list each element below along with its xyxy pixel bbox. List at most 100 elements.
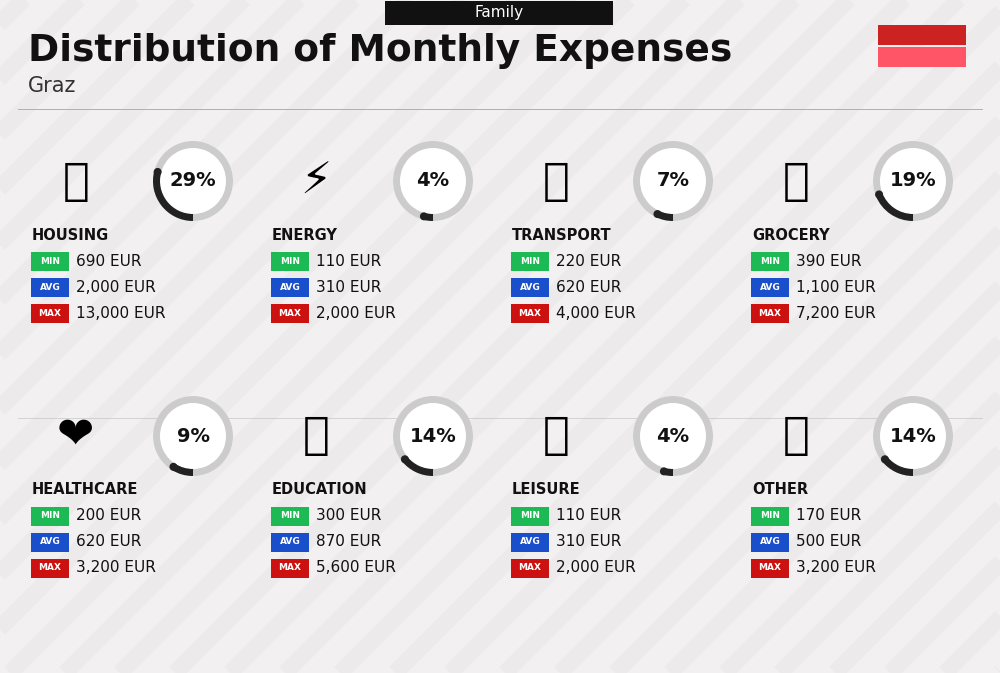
Wedge shape bbox=[873, 141, 953, 221]
Text: 200 EUR: 200 EUR bbox=[76, 509, 141, 524]
Text: OTHER: OTHER bbox=[752, 483, 808, 497]
Text: 🎓: 🎓 bbox=[303, 415, 329, 458]
Text: 2,000 EUR: 2,000 EUR bbox=[316, 306, 396, 320]
Text: ⚡: ⚡ bbox=[300, 160, 332, 203]
Text: MAX: MAX bbox=[518, 563, 542, 573]
Text: 14%: 14% bbox=[410, 427, 456, 446]
Wedge shape bbox=[633, 396, 713, 476]
FancyBboxPatch shape bbox=[271, 507, 309, 526]
Text: 🛍️: 🛍️ bbox=[543, 415, 569, 458]
Circle shape bbox=[873, 141, 953, 221]
Text: MAX: MAX bbox=[278, 308, 302, 318]
Text: Graz: Graz bbox=[28, 76, 76, 96]
Text: 1,100 EUR: 1,100 EUR bbox=[796, 279, 876, 295]
Text: 620 EUR: 620 EUR bbox=[76, 534, 141, 549]
Wedge shape bbox=[876, 193, 913, 221]
Wedge shape bbox=[393, 141, 473, 221]
Text: MAX: MAX bbox=[38, 308, 62, 318]
FancyBboxPatch shape bbox=[31, 507, 69, 526]
Text: 500 EUR: 500 EUR bbox=[796, 534, 861, 549]
Text: MAX: MAX bbox=[278, 563, 302, 573]
FancyBboxPatch shape bbox=[511, 277, 549, 297]
Circle shape bbox=[154, 168, 162, 176]
Text: 9%: 9% bbox=[176, 427, 210, 446]
FancyBboxPatch shape bbox=[751, 252, 789, 271]
Circle shape bbox=[153, 141, 233, 221]
FancyBboxPatch shape bbox=[31, 532, 69, 551]
Text: 110 EUR: 110 EUR bbox=[556, 509, 621, 524]
Text: Family: Family bbox=[474, 5, 524, 20]
Text: HEALTHCARE: HEALTHCARE bbox=[32, 483, 138, 497]
Text: 220 EUR: 220 EUR bbox=[556, 254, 621, 269]
Wedge shape bbox=[153, 171, 193, 221]
Text: 300 EUR: 300 EUR bbox=[316, 509, 381, 524]
Text: 🛒: 🛒 bbox=[783, 160, 809, 203]
Wedge shape bbox=[393, 396, 473, 476]
Text: 5,600 EUR: 5,600 EUR bbox=[316, 561, 396, 575]
FancyBboxPatch shape bbox=[751, 277, 789, 297]
Text: 2,000 EUR: 2,000 EUR bbox=[556, 561, 636, 575]
Text: 13,000 EUR: 13,000 EUR bbox=[76, 306, 166, 320]
Text: 👜: 👜 bbox=[783, 415, 809, 458]
FancyBboxPatch shape bbox=[271, 252, 309, 271]
Text: 870 EUR: 870 EUR bbox=[316, 534, 381, 549]
Text: MIN: MIN bbox=[40, 256, 60, 266]
FancyBboxPatch shape bbox=[385, 1, 613, 25]
Text: 7,200 EUR: 7,200 EUR bbox=[796, 306, 876, 320]
Text: MAX: MAX bbox=[38, 563, 62, 573]
Text: AVG: AVG bbox=[520, 283, 540, 291]
Circle shape bbox=[420, 213, 428, 220]
FancyBboxPatch shape bbox=[511, 532, 549, 551]
Circle shape bbox=[873, 396, 953, 476]
Circle shape bbox=[393, 396, 473, 476]
Text: 19%: 19% bbox=[890, 172, 936, 190]
Text: AVG: AVG bbox=[280, 283, 300, 291]
Text: MIN: MIN bbox=[280, 256, 300, 266]
Text: 310 EUR: 310 EUR bbox=[316, 279, 381, 295]
FancyBboxPatch shape bbox=[271, 532, 309, 551]
Text: 110 EUR: 110 EUR bbox=[316, 254, 381, 269]
FancyBboxPatch shape bbox=[31, 304, 69, 322]
Text: MAX: MAX bbox=[759, 563, 782, 573]
Text: 4,000 EUR: 4,000 EUR bbox=[556, 306, 636, 320]
Text: 390 EUR: 390 EUR bbox=[796, 254, 862, 269]
Text: 3,200 EUR: 3,200 EUR bbox=[76, 561, 156, 575]
Wedge shape bbox=[633, 141, 713, 221]
Text: HOUSING: HOUSING bbox=[32, 227, 109, 242]
Text: TRANSPORT: TRANSPORT bbox=[512, 227, 612, 242]
FancyBboxPatch shape bbox=[878, 47, 966, 67]
FancyBboxPatch shape bbox=[878, 25, 966, 45]
Text: AVG: AVG bbox=[40, 283, 60, 291]
Text: 🚌: 🚌 bbox=[543, 160, 569, 203]
Circle shape bbox=[393, 141, 473, 221]
Text: 4%: 4% bbox=[416, 172, 450, 190]
Text: LEISURE: LEISURE bbox=[512, 483, 581, 497]
Text: ENERGY: ENERGY bbox=[272, 227, 338, 242]
FancyBboxPatch shape bbox=[31, 277, 69, 297]
Text: 29%: 29% bbox=[170, 172, 216, 190]
Text: MAX: MAX bbox=[518, 308, 542, 318]
FancyBboxPatch shape bbox=[271, 304, 309, 322]
Circle shape bbox=[401, 455, 409, 463]
Text: 170 EUR: 170 EUR bbox=[796, 509, 861, 524]
Wedge shape bbox=[663, 468, 673, 476]
Wedge shape bbox=[423, 213, 433, 221]
Text: AVG: AVG bbox=[760, 538, 780, 546]
Wedge shape bbox=[656, 211, 673, 221]
Circle shape bbox=[633, 141, 713, 221]
Text: GROCERY: GROCERY bbox=[752, 227, 830, 242]
Text: MIN: MIN bbox=[760, 511, 780, 520]
Text: AVG: AVG bbox=[520, 538, 540, 546]
FancyBboxPatch shape bbox=[751, 532, 789, 551]
FancyBboxPatch shape bbox=[31, 252, 69, 271]
Text: MIN: MIN bbox=[520, 511, 540, 520]
Text: MAX: MAX bbox=[759, 308, 782, 318]
Text: 2,000 EUR: 2,000 EUR bbox=[76, 279, 156, 295]
FancyBboxPatch shape bbox=[31, 559, 69, 577]
FancyBboxPatch shape bbox=[751, 559, 789, 577]
FancyBboxPatch shape bbox=[511, 507, 549, 526]
Wedge shape bbox=[882, 457, 913, 476]
Circle shape bbox=[633, 396, 713, 476]
Text: 310 EUR: 310 EUR bbox=[556, 534, 621, 549]
Text: MIN: MIN bbox=[280, 511, 300, 520]
